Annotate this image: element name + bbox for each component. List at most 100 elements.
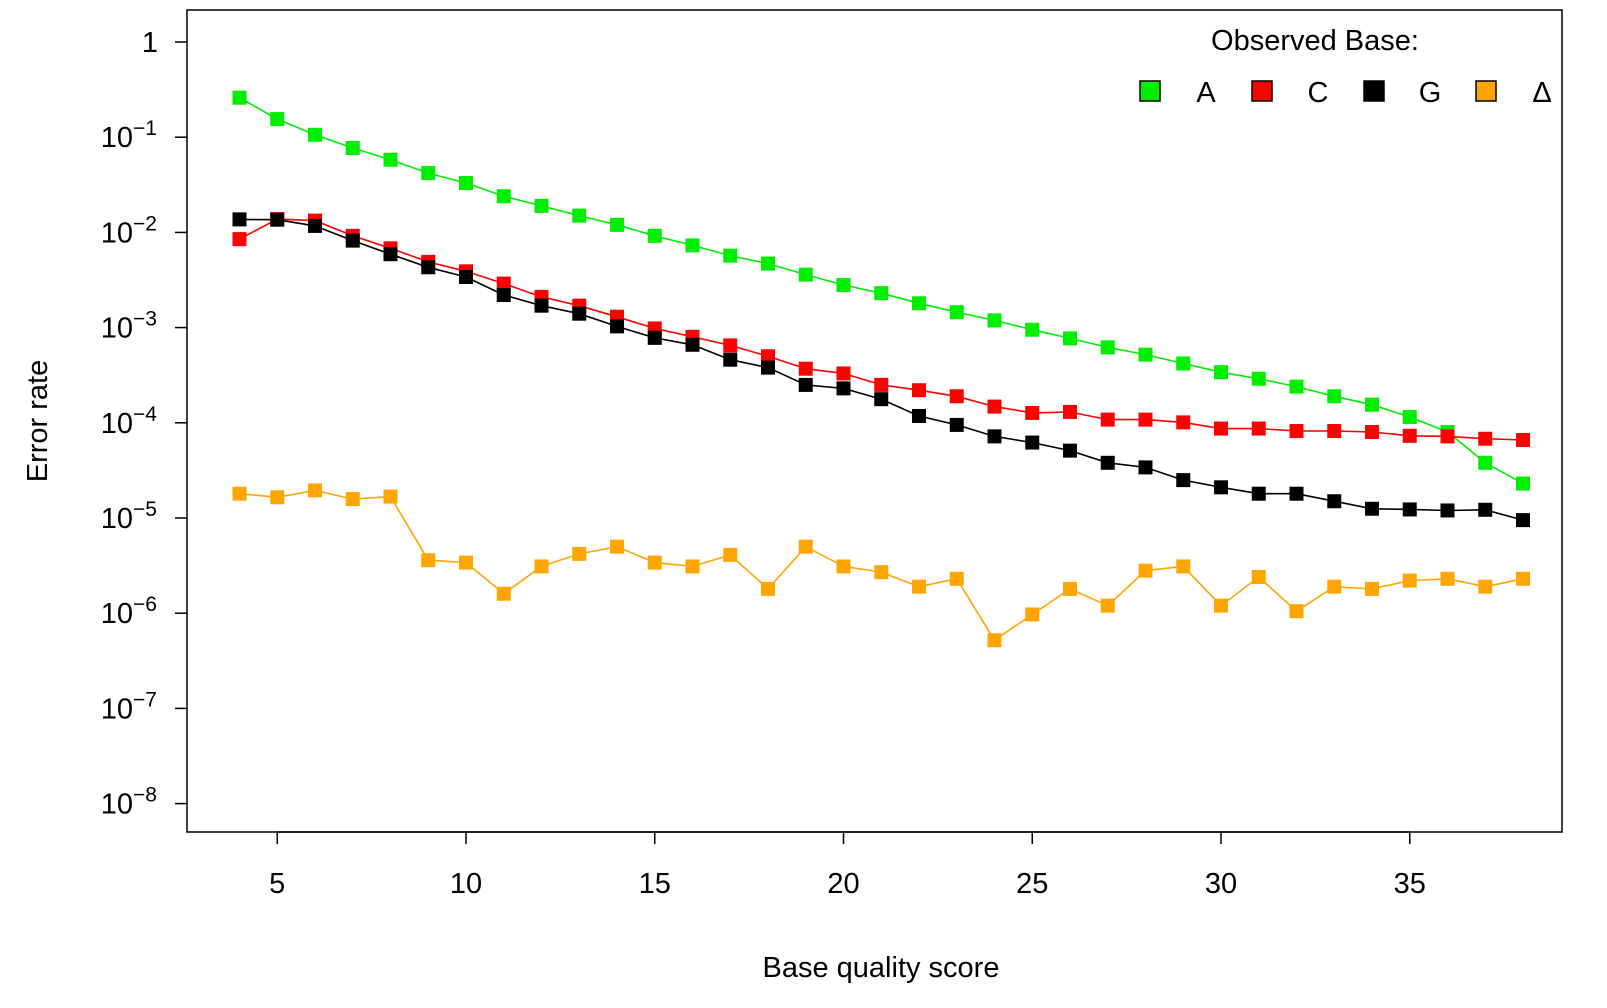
data-point <box>685 337 700 352</box>
data-point <box>1440 503 1455 518</box>
data-point <box>610 539 624 554</box>
data-point <box>1100 412 1115 427</box>
legend-swatch <box>1139 80 1161 102</box>
data-point <box>308 483 322 498</box>
x-tick-label: 35 <box>1394 868 1426 900</box>
data-point <box>1327 579 1342 594</box>
y-tick-label: 10−2 <box>101 212 157 249</box>
data-point <box>1251 421 1266 436</box>
legend-label: C <box>1308 77 1329 109</box>
data-point <box>421 553 436 568</box>
data-point <box>798 361 813 376</box>
data-point <box>1402 428 1417 443</box>
data-point <box>723 338 738 353</box>
x-tick-label: 5 <box>269 868 285 900</box>
data-point <box>1176 415 1191 430</box>
legend-label: G <box>1419 77 1442 109</box>
data-point <box>1402 573 1417 588</box>
series-line <box>239 218 1524 441</box>
data-point <box>798 267 813 282</box>
data-point <box>874 392 889 407</box>
data-point <box>836 366 851 381</box>
data-point <box>723 352 738 367</box>
legend-swatch <box>1475 80 1497 102</box>
data-point <box>1214 598 1228 613</box>
legend-item: C <box>1251 77 1329 109</box>
data-point <box>421 260 436 275</box>
data-point <box>723 248 738 263</box>
data-point <box>534 198 549 213</box>
data-point <box>1327 389 1342 404</box>
data-point <box>345 141 360 156</box>
plot-frame <box>186 9 1563 833</box>
data-point <box>1478 431 1493 446</box>
data-point <box>874 565 889 580</box>
legend-item: Δ <box>1475 77 1552 109</box>
data-point <box>1440 429 1455 444</box>
data-point <box>912 408 926 423</box>
data-point <box>685 559 700 574</box>
data-point <box>572 546 587 561</box>
data-point <box>1025 435 1040 450</box>
y-tick-label: 1 <box>142 27 158 59</box>
data-point <box>949 305 964 320</box>
legend-title: Observed Base: <box>1211 25 1419 57</box>
data-point <box>308 127 322 142</box>
data-point <box>1138 460 1153 475</box>
data-point <box>1214 421 1228 436</box>
data-point <box>685 238 700 253</box>
data-point <box>1402 502 1417 517</box>
data-point <box>912 579 926 594</box>
data-point <box>874 286 889 301</box>
legend-item: A <box>1139 77 1216 109</box>
data-point <box>912 296 926 311</box>
data-point <box>383 247 398 262</box>
data-point <box>798 377 813 392</box>
data-point <box>761 349 775 364</box>
series-4 <box>232 483 1530 648</box>
data-point <box>459 176 473 191</box>
data-point <box>610 319 624 334</box>
data-point <box>534 559 549 574</box>
legend-swatch <box>1251 80 1273 102</box>
legend-item: G <box>1363 77 1442 109</box>
y-axis: 1 10−1 10−2 10−3 10−4 10−5 10−6 10−7 10−8 <box>101 27 187 821</box>
data-point <box>1289 379 1304 394</box>
data-point <box>232 212 247 227</box>
data-point <box>1063 404 1077 419</box>
data-point <box>1063 581 1077 596</box>
data-point <box>1025 322 1040 337</box>
legend-swatch <box>1363 80 1385 102</box>
data-point <box>496 276 511 291</box>
data-point <box>1251 486 1266 501</box>
data-point <box>1176 559 1191 574</box>
y-tick-label: 10−4 <box>101 403 158 440</box>
data-point <box>1289 604 1304 619</box>
data-point <box>1214 480 1228 495</box>
data-point <box>1176 473 1191 488</box>
data-point <box>836 559 851 574</box>
data-point <box>1138 412 1153 427</box>
x-tick-label: 10 <box>450 868 482 900</box>
data-point <box>421 166 436 181</box>
data-point <box>232 90 247 105</box>
data-point <box>949 417 964 432</box>
data-point <box>949 389 964 404</box>
x-tick-label: 20 <box>827 868 859 900</box>
data-point <box>1516 432 1530 447</box>
data-point <box>949 571 964 586</box>
data-point <box>1138 563 1153 578</box>
data-point <box>1100 598 1115 613</box>
data-point <box>572 208 587 223</box>
data-point <box>647 330 662 345</box>
data-point <box>459 270 473 285</box>
x-tick-label: 15 <box>639 868 671 900</box>
data-point <box>270 212 285 227</box>
series-3 <box>232 212 1530 528</box>
data-point <box>647 228 662 243</box>
data-point <box>1327 494 1342 509</box>
data-point <box>270 112 285 127</box>
data-point <box>1478 455 1493 470</box>
y-tick-label: 10−1 <box>101 117 157 154</box>
